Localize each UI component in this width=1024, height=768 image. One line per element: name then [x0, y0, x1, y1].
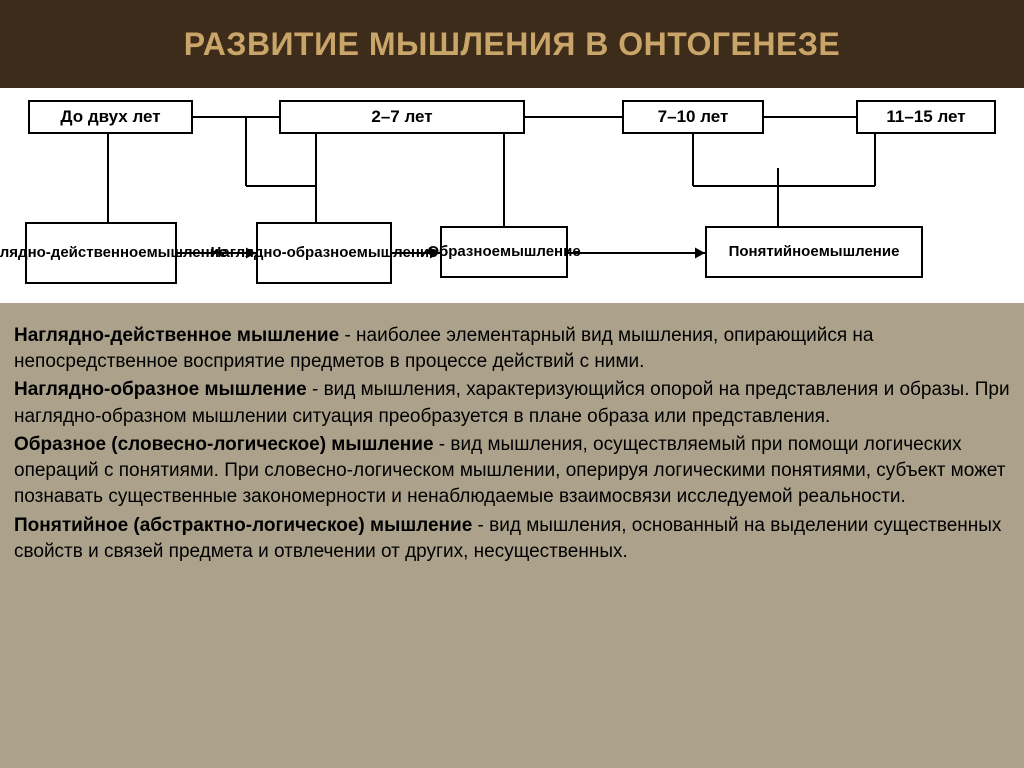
- definition-term-0: Наглядно-действенное мышление: [14, 325, 339, 346]
- type-box-t2: Образноемышление: [440, 226, 568, 278]
- definition-term-3: Понятийное (абстрактно-логическое) мышле…: [14, 515, 472, 536]
- type-box-t3: Понятийноемышление: [705, 226, 923, 278]
- age-box-age3: 11–15 лет: [856, 100, 996, 134]
- type-box-t1: Наглядно-образноемышление: [256, 222, 392, 284]
- definition-3: Понятийное (абстрактно-логическое) мышле…: [14, 513, 1010, 565]
- title-band: РАЗВИТИЕ МЫШЛЕНИЯ В ОНТОГЕНЕЗЕ: [0, 0, 1024, 88]
- diagram-band: До двух лет 2–7 лет 7–10 лет 11–15 лет Нагля…: [0, 88, 1024, 303]
- type-box-t0: Наглядно-действенноемышление: [25, 222, 177, 284]
- definition-0: Наглядно-действенное мышление - наиболее…: [14, 323, 1010, 375]
- age-box-age2: 7–10 лет: [622, 100, 764, 134]
- definition-1: Наглядно-образное мышление - вид мышлени…: [14, 377, 1010, 429]
- age-box-age0: До двух лет: [28, 100, 193, 134]
- age-box-age1: 2–7 лет: [279, 100, 525, 134]
- definitions-band: Наглядно-действенное мышление - наиболее…: [0, 303, 1024, 768]
- definition-2: Образное (словесно-логическое) мышление …: [14, 432, 1010, 511]
- page-title: РАЗВИТИЕ МЫШЛЕНИЯ В ОНТОГЕНЕЗЕ: [184, 26, 840, 63]
- definition-term-1: Наглядно-образное мышление: [14, 379, 307, 400]
- definition-term-2: Образное (словесно-логическое) мышление: [14, 434, 434, 455]
